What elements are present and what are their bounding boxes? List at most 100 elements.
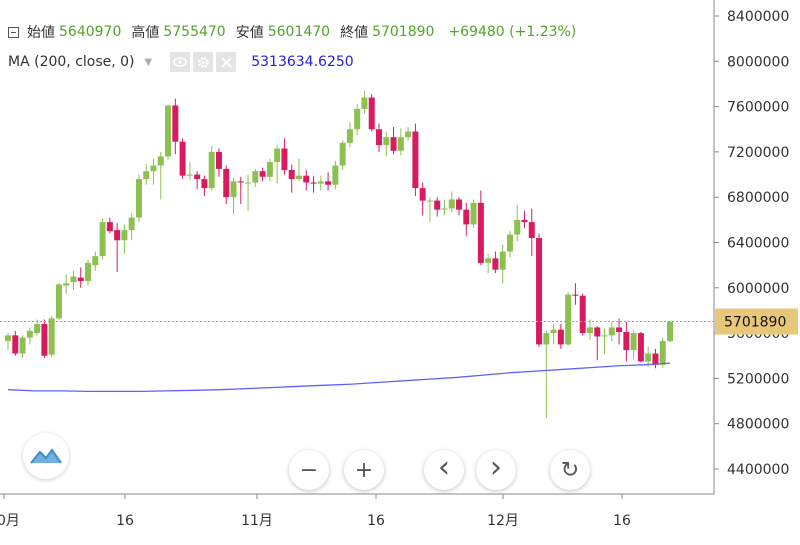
candle-body: [303, 175, 310, 183]
ohlc-legend: 始値 5640970 高値 5755470 安値 5601470 終値 5701…: [8, 22, 586, 42]
candle-body: [536, 237, 543, 345]
tradingview-logo-icon[interactable]: [23, 433, 69, 479]
remove-close-icon[interactable]: [216, 52, 237, 72]
axes-layer: 4400000480000052000005600000600000064000…: [0, 0, 798, 529]
y-tick-label: 7600000: [727, 100, 789, 116]
candle-body: [550, 329, 557, 334]
candle-body: [412, 131, 419, 189]
y-tick-label: 4800000: [727, 417, 789, 433]
candle-body: [99, 222, 106, 257]
y-tick-label: 8400000: [727, 9, 789, 25]
candle-body: [186, 174, 193, 176]
candle-body: [456, 199, 463, 210]
candle-body: [630, 333, 637, 351]
ma-label: MA (200, close, 0): [8, 54, 135, 70]
x-tick-label: 16: [116, 513, 134, 529]
reset-rotate-icon: ↻: [560, 457, 580, 483]
candle-body: [419, 188, 426, 201]
candle-body: [521, 219, 528, 223]
dropdown-arrow-icon[interactable]: ▼: [144, 56, 153, 68]
candle-body: [623, 331, 630, 351]
candle-body: [150, 165, 157, 172]
reset-chart-button[interactable]: ↻: [550, 450, 590, 490]
candle-body: [397, 137, 404, 151]
candle-body: [85, 262, 92, 282]
close-value: 5701890: [372, 24, 435, 40]
candle-body: [77, 277, 84, 282]
candle-body: [106, 222, 113, 232]
visibility-eye-icon[interactable]: [170, 52, 191, 72]
candle-body: [288, 170, 295, 180]
ma-layer: [7, 362, 671, 393]
settings-gear-icon[interactable]: [193, 52, 214, 72]
candle-body: [295, 175, 302, 180]
ma-value: 5313634.6250: [251, 54, 354, 70]
candle-body: [114, 230, 121, 241]
candle-body: [266, 162, 273, 177]
candle-body: [332, 165, 339, 185]
high-value: 5755470: [163, 24, 226, 40]
candle-body: [128, 217, 135, 231]
candle-body: [499, 251, 506, 270]
candle-body: [92, 256, 99, 266]
candle-body: [19, 337, 26, 354]
candle-body: [259, 171, 266, 177]
candle-body: [346, 129, 353, 143]
candle-body: [201, 179, 208, 189]
candle-body: [361, 97, 368, 109]
candles-layer: [5, 90, 673, 419]
candle-body: [426, 200, 433, 202]
candle-body: [557, 329, 564, 345]
candle-body: [281, 148, 288, 171]
y-tick-label: 5200000: [727, 371, 789, 387]
candle-body: [215, 151, 222, 169]
zoom-out-button[interactable]: −: [289, 450, 329, 490]
candle-body: [405, 131, 412, 138]
y-tick-label: 7200000: [727, 145, 789, 161]
candle-body: [48, 318, 55, 355]
candle-body: [143, 171, 150, 180]
candle-body: [652, 353, 659, 365]
candle-body: [172, 105, 179, 142]
candle-body: [645, 353, 652, 362]
candle-body: [12, 335, 19, 354]
candle-body: [586, 327, 593, 334]
scroll-left-button[interactable]: ‹: [424, 450, 464, 490]
low-value: 5601470: [267, 24, 331, 40]
x-tick-label: 11月: [241, 513, 273, 529]
ma-legend: MA (200, close, 0) ▼ 5313634.6250: [8, 52, 354, 72]
low-label: 安値: [235, 25, 264, 41]
candle-body: [463, 209, 470, 225]
candle-body: [5, 335, 11, 342]
candle-body: [194, 174, 201, 180]
candle-body: [310, 182, 317, 184]
candle-body: [565, 294, 572, 345]
candle-body: [165, 105, 172, 157]
zoom-in-button[interactable]: +: [344, 450, 384, 490]
high-label: 高値: [131, 25, 160, 41]
plus-icon: +: [354, 457, 374, 483]
y-tick-label: 4400000: [727, 462, 789, 478]
minus-icon: −: [299, 457, 319, 483]
candle-body: [274, 148, 281, 163]
scroll-right-button[interactable]: ›: [476, 450, 516, 490]
candle-body: [667, 321, 673, 342]
candle-body: [317, 181, 324, 184]
x-tick-label: 16: [367, 513, 385, 529]
candle-body: [179, 141, 186, 176]
candle-body: [579, 295, 586, 334]
candle-body: [616, 327, 623, 332]
candle-body: [368, 97, 375, 130]
open-value: 5640970: [59, 24, 122, 40]
candle-body: [63, 283, 70, 286]
open-label: 始値: [27, 25, 55, 41]
candle-body: [245, 182, 252, 184]
collapse-legend-button[interactable]: [8, 26, 19, 38]
candle-body: [492, 258, 499, 270]
candle-body: [477, 202, 484, 263]
candle-body: [572, 294, 579, 296]
candle-body: [376, 129, 383, 146]
ma200-line: [7, 362, 671, 393]
candle-body: [354, 108, 361, 130]
